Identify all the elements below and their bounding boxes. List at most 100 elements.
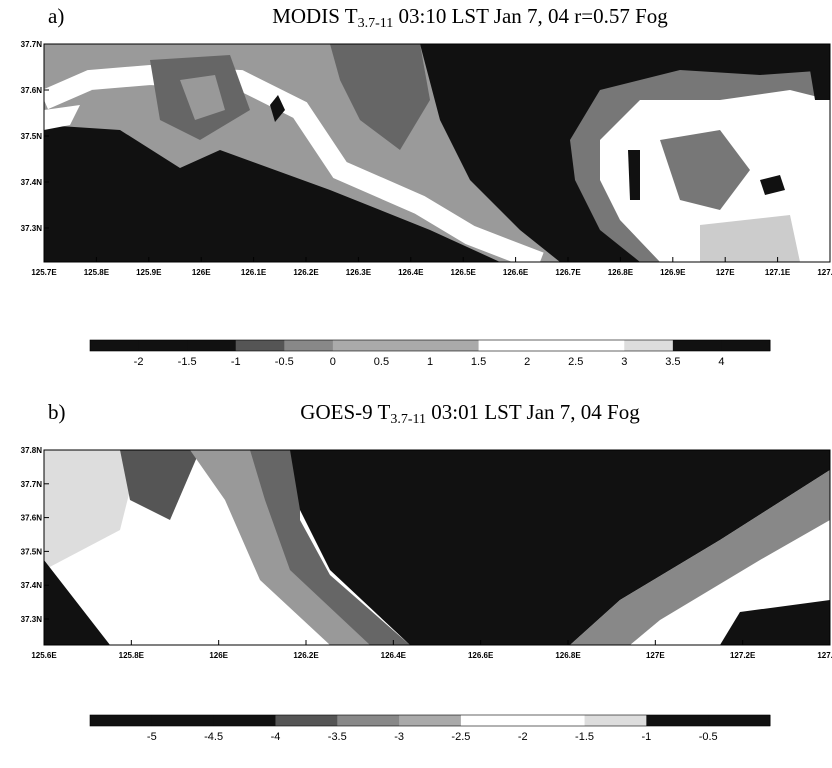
colorbar-segment <box>213 715 276 726</box>
x-tick-label: 126.8E <box>555 651 581 660</box>
title-subscript: 3.7-11 <box>390 412 426 427</box>
colorbar-segment <box>527 340 577 351</box>
contour-field-b <box>44 450 830 645</box>
x-tick-label: 125.9E <box>136 268 162 277</box>
colorbar-segment <box>337 715 400 726</box>
colorbar-segment <box>646 715 709 726</box>
x-tick-label: 125.8E <box>84 268 110 277</box>
colorbar-segment <box>575 340 625 351</box>
y-tick-label: 37.7N <box>21 480 43 489</box>
colorbar-label: -4 <box>271 731 281 743</box>
y-tick-label: 37.5N <box>21 547 43 556</box>
x-tick-label: 126.2E <box>293 651 319 660</box>
x-tick-label: 126.7E <box>555 268 581 277</box>
colorbar-label: -1.5 <box>178 356 197 368</box>
colorbar-segment <box>522 715 586 726</box>
x-tick-label: 126.3E <box>346 268 372 277</box>
colorbar-segment <box>584 715 647 726</box>
colorbar-label: -1 <box>641 731 651 743</box>
colorbar-label: 3 <box>621 356 627 368</box>
colorbar-segment <box>708 715 771 726</box>
colorbar-segment <box>275 715 338 726</box>
y-tick-label: 37.3N <box>21 615 43 624</box>
title-subscript: 3.7-11 <box>358 16 394 31</box>
colorbar-label: 0 <box>330 356 336 368</box>
colorbar-label: -5 <box>147 731 157 743</box>
colorbar-label: -2 <box>134 356 144 368</box>
title-text: 03:10 LST Jan 7, 04 r=0.57 Fog <box>393 4 668 28</box>
colorbar-label: 0.5 <box>374 356 389 368</box>
colorbar-segment <box>138 340 188 351</box>
x-tick-label: 126.4E <box>398 268 424 277</box>
x-tick-label: 127.1E <box>765 268 791 277</box>
x-tick-label: 126.1E <box>241 268 267 277</box>
y-tick-label: 37.5N <box>21 132 43 141</box>
y-tick-label: 37.6N <box>21 86 43 95</box>
x-tick-label: 126E <box>209 651 228 660</box>
x-tick-label: 127.4E <box>817 651 832 660</box>
title-text: 03:01 LST Jan 7, 04 Fog <box>426 400 640 424</box>
x-tick-label: 126E <box>192 268 211 277</box>
colorbar-label: -1 <box>231 356 241 368</box>
colorbar-frame <box>89 714 771 727</box>
y-tick-label: 37.4N <box>21 581 43 590</box>
y-tick-label: 37.8N <box>21 446 43 455</box>
colorbar-label: -2 <box>518 731 528 743</box>
x-tick-label: 125.6E <box>31 651 57 660</box>
colorbar-segment <box>284 340 334 351</box>
contour-field-a <box>40 44 830 272</box>
x-tick-label: 127.2E <box>817 268 832 277</box>
colorbar-label: 1.5 <box>471 356 486 368</box>
y-tick-label: 37.3N <box>21 224 43 233</box>
colorbar-frame <box>89 339 771 352</box>
colorbar-segment <box>90 340 140 351</box>
title-text: MODIS T <box>272 4 358 28</box>
colorbar-label: 1 <box>427 356 433 368</box>
colorbar-label: -1.5 <box>575 731 594 743</box>
colorbar-label: 2 <box>524 356 530 368</box>
y-tick-label: 37.4N <box>21 178 43 187</box>
plot-frame <box>43 449 831 646</box>
chart-title: MODIS T3.7-11 03:10 LST Jan 7, 04 r=0.57… <box>272 4 668 31</box>
colorbar-segment <box>721 340 771 351</box>
colorbar-label: -2.5 <box>451 731 470 743</box>
colorbar-segment <box>399 715 462 726</box>
colorbar-label: 4 <box>718 356 724 368</box>
title-text: GOES-9 T <box>300 400 390 424</box>
colorbar-segment <box>90 715 153 726</box>
colorbar-segment <box>332 340 382 351</box>
colorbar-segment <box>187 340 237 351</box>
x-tick-label: 125.8E <box>119 651 145 660</box>
colorbar-label: 2.5 <box>568 356 583 368</box>
colorbar-segment <box>478 340 528 351</box>
x-tick-label: 125.7E <box>31 268 57 277</box>
colorbar-segment <box>624 340 674 351</box>
colorbar-label: -0.5 <box>699 731 718 743</box>
x-tick-label: 127E <box>716 268 735 277</box>
colorbar-segment <box>381 340 431 351</box>
colorbar-label: -3.5 <box>328 731 347 743</box>
x-tick-label: 126.5E <box>451 268 477 277</box>
plot-frame <box>43 43 831 263</box>
colorbar-segment <box>235 340 285 351</box>
x-tick-label: 127.2E <box>730 651 756 660</box>
colorbar-segment <box>672 340 722 351</box>
y-tick-label: 37.7N <box>21 40 43 49</box>
colorbar-label: -0.5 <box>275 356 294 368</box>
x-tick-label: 126.2E <box>293 268 319 277</box>
panel-label: a) <box>48 4 64 28</box>
colorbar-label: -3 <box>394 731 404 743</box>
colorbar-segment <box>430 340 480 351</box>
x-tick-label: 126.8E <box>608 268 634 277</box>
colorbar-label: -4.5 <box>204 731 223 743</box>
x-tick-label: 126.9E <box>660 268 686 277</box>
x-tick-label: 127E <box>646 651 665 660</box>
colorbar-label: 3.5 <box>665 356 680 368</box>
x-tick-label: 126.6E <box>468 651 494 660</box>
x-tick-label: 126.4E <box>381 651 407 660</box>
y-tick-label: 37.6N <box>21 514 43 523</box>
chart-title: GOES-9 T3.7-11 03:01 LST Jan 7, 04 Fog <box>300 400 640 427</box>
colorbar-segment <box>460 715 524 726</box>
